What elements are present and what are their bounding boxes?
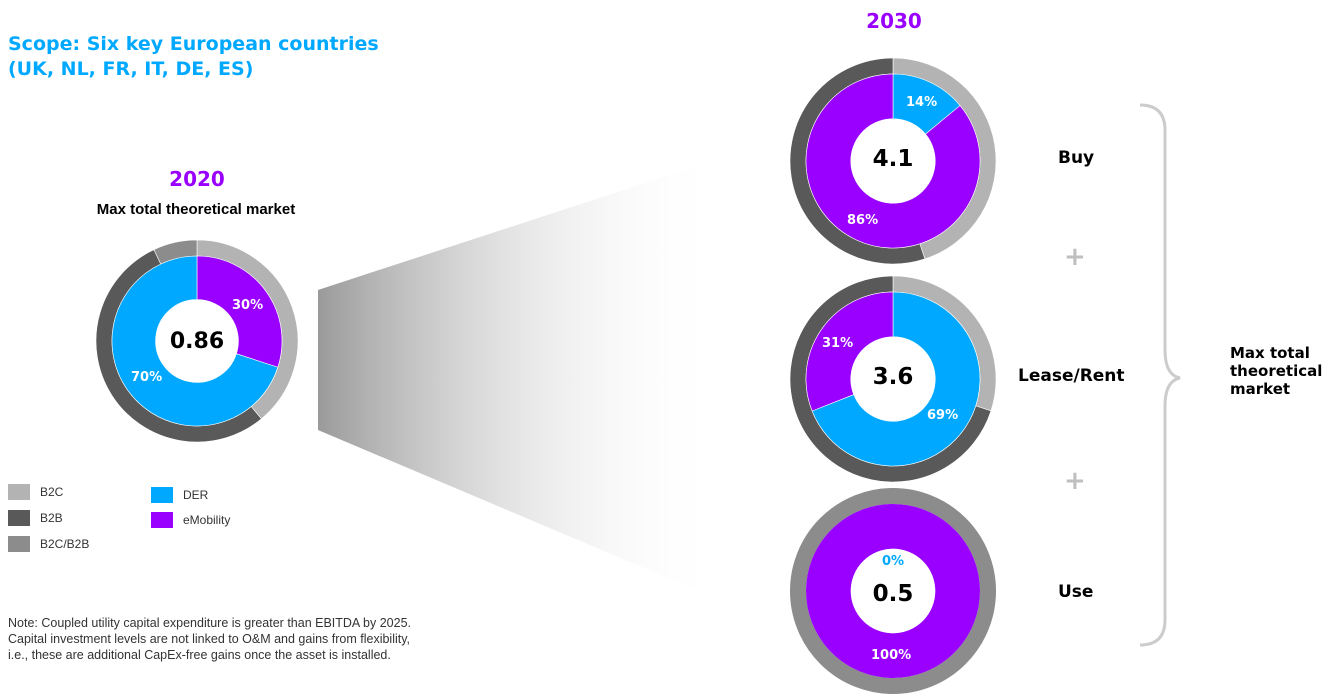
footnote-line-1: Note: Coupled utility capital expenditur… bbox=[8, 616, 412, 630]
center-value-lease-rent: 3.6 bbox=[872, 364, 914, 390]
brace-label: Max total theoretical market bbox=[1230, 344, 1322, 398]
scope-line-1: Scope: Six key European countries bbox=[8, 33, 379, 55]
legend-label-der: DER bbox=[183, 488, 209, 502]
pct-lease-rent-der: 69% bbox=[927, 408, 959, 423]
donut-2020-hole bbox=[155, 299, 239, 383]
label-buy: Buy bbox=[1058, 148, 1095, 168]
donut-2030-use bbox=[790, 488, 996, 694]
donut-2030-buy bbox=[789, 57, 997, 265]
plus-sign-2: + bbox=[1064, 466, 1086, 496]
footnote-line-2: Capital investment levels are not linked… bbox=[8, 632, 411, 646]
legend-swatch-b2c bbox=[8, 484, 30, 500]
pct-buy-emobility: 86% bbox=[847, 213, 879, 228]
legend-swatch-b2c-b2b bbox=[8, 536, 30, 552]
legend-label-emobility: eMobility bbox=[183, 513, 231, 527]
label-use: Use bbox=[1058, 582, 1094, 602]
pct-2020-emobility: 30% bbox=[232, 298, 264, 313]
pct-2020-der: 70% bbox=[131, 370, 163, 385]
label-lease-rent: Lease/Rent bbox=[1018, 366, 1125, 386]
donut-use-outer-b2c-b2b bbox=[790, 488, 996, 694]
scope-heading: Scope: Six key European countries (UK, N… bbox=[8, 32, 428, 82]
center-value-2020: 0.86 bbox=[169, 329, 225, 354]
legend-swatch-emobility bbox=[151, 512, 173, 528]
chart-2020-subtitle: Max total theoretical market bbox=[96, 201, 296, 218]
pct-use-emobility: 100% bbox=[871, 648, 912, 663]
legend-b2c-b2b: B2C/B2B bbox=[8, 536, 89, 552]
footnote-line-3: i.e., these are additional CapEx-free ga… bbox=[8, 648, 391, 662]
donut-lease-rent-hole bbox=[850, 336, 936, 422]
legend-b2c: B2C bbox=[8, 484, 63, 500]
legend-label-b2c-b2b: B2C/B2B bbox=[40, 537, 90, 551]
footnote: Note: Coupled utility capital expenditur… bbox=[8, 615, 568, 663]
donut-use-inner-emobility bbox=[806, 504, 980, 679]
curly-brace bbox=[1139, 103, 1181, 647]
legend-label-b2c: B2C bbox=[40, 485, 64, 499]
legend-label-b2b: B2B bbox=[40, 511, 63, 525]
donut-use-hole bbox=[850, 548, 936, 634]
legend-swatch-der bbox=[151, 487, 173, 503]
pct-use-der: 0% bbox=[882, 554, 905, 569]
year-2020-label: 2020 bbox=[169, 167, 225, 191]
year-2030-label: 2030 bbox=[866, 9, 922, 33]
donut-2020 bbox=[95, 239, 299, 443]
legend-b2b: B2B bbox=[8, 510, 63, 526]
brace-label-line-1: Max total bbox=[1230, 344, 1310, 362]
funnel-shape bbox=[318, 165, 720, 600]
center-value-use: 0.5 bbox=[872, 581, 914, 607]
plus-sign-1: + bbox=[1064, 242, 1086, 272]
brace-label-line-3: market bbox=[1230, 380, 1291, 398]
legend-swatch-b2b bbox=[8, 510, 30, 526]
legend-emobility: eMobility bbox=[151, 512, 230, 528]
scope-line-2: (UK, NL, FR, IT, DE, ES) bbox=[8, 58, 254, 80]
pct-buy-der: 14% bbox=[906, 95, 938, 110]
brace-label-line-2: theoretical bbox=[1230, 362, 1323, 380]
legend-der: DER bbox=[151, 487, 208, 503]
donut-2030-lease-rent bbox=[789, 275, 997, 483]
donut-buy-hole bbox=[850, 118, 936, 204]
center-value-buy: 4.1 bbox=[872, 146, 914, 172]
pct-lease-rent-emobility: 31% bbox=[822, 336, 854, 351]
